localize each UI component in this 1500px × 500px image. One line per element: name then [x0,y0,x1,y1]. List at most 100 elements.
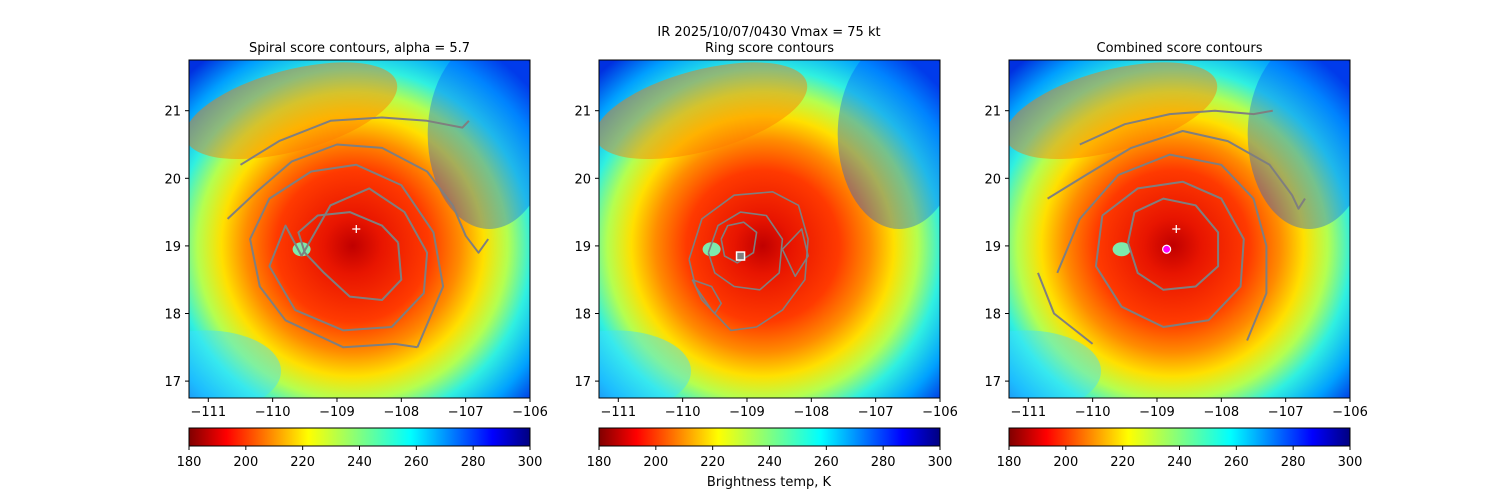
y-tick-label: 21 [984,105,1001,120]
panel-title: Spiral score contours, alpha = 5.7 [249,41,470,56]
colorbar-tick-label: 220 [290,455,315,470]
x-tick-label: −109 [729,405,765,420]
y-tick-label: 18 [574,308,591,323]
contour-line [1037,272,1094,345]
contour-line [1127,197,1220,291]
contour-line [781,228,809,278]
x-tick-label: −107 [1268,405,1304,420]
warm-band [599,62,808,159]
x-tick-label: −111 [190,405,226,420]
colorbar-tick-label: 300 [1338,455,1363,470]
contour-line [297,211,403,301]
y-tick-label: 17 [164,375,181,390]
center-plus-marker [1172,225,1181,233]
x-tick-label: −106 [1332,405,1368,420]
combined-center-circle-marker [1162,244,1172,254]
x-tick-label: −107 [858,405,894,420]
warm-band [1009,62,1218,159]
x-tick-label: −106 [922,405,958,420]
colorbar-tick-label: 200 [233,455,258,470]
panel-title: Combined score contours [1097,41,1263,56]
cold-region [1009,330,1102,398]
x-tick-label: −108 [383,405,419,420]
axes-frame [1008,59,1351,399]
x-tick-label: −107 [448,405,484,420]
colorbar-tick-label: 280 [1281,455,1306,470]
x-tick-label: −109 [1139,405,1175,420]
colorbar [188,427,531,447]
contour-line [691,278,722,315]
y-tick-label: 19 [574,240,591,255]
y-tick-label: 18 [984,308,1001,323]
colorbar-tick-label: 220 [700,455,725,470]
contour-line [226,143,490,254]
x-tick-label: −106 [512,405,548,420]
x-tick-label: −111 [1010,405,1046,420]
cold-region [837,60,940,229]
y-tick-label: 21 [574,105,591,120]
colorbar [1008,427,1351,447]
x-tick-label: −108 [793,405,829,420]
contour-line [720,221,758,264]
colorbar-tick-label: 300 [518,455,543,470]
y-tick-label: 20 [984,172,1001,187]
contour-line [239,116,470,166]
spiral-score-panel: Spiral score contours, alpha = 5.7 −111 −1… [164,41,548,470]
colorbar-tick-label: 240 [757,455,782,470]
colorbar-label: Brightness temp, K [707,475,832,490]
x-tick-label: −111 [600,405,636,420]
figure-suptitle: IR 2025/10/07/0430 Vmax = 75 kt [657,25,880,40]
storm-eye [702,242,721,257]
warm-band [189,62,398,159]
colorbar-tick-label: 280 [871,455,896,470]
x-tick-label: −108 [1203,405,1239,420]
colorbar-tick-label: 180 [587,455,612,470]
center-plus-marker [352,225,361,233]
storm-eye [1112,242,1131,257]
colorbar-tick-label: 240 [347,455,372,470]
contour-line [1079,109,1273,146]
brightness-field [599,60,940,398]
ir-image [189,60,530,398]
contour-line [249,163,445,349]
ir-image [599,60,940,398]
colorbar [598,427,941,447]
colorbar-tick-label: 260 [404,455,429,470]
colorbar-tick-label: 300 [928,455,953,470]
y-tick-label: 17 [574,375,591,390]
x-tick-label: −110 [255,405,291,420]
colorbar-tick-label: 200 [643,455,668,470]
colorbar-tick-label: 260 [814,455,839,470]
cold-region [189,330,282,398]
y-tick-label: 20 [164,172,181,187]
y-tick-label: 19 [984,240,1001,255]
contour-line [707,211,784,291]
axes-frame [188,59,531,399]
ring-center-square-marker [735,251,746,261]
colorbar-tick-label: 220 [1110,455,1135,470]
colorbar-tick-label: 200 [1053,455,1078,470]
cold-region [599,330,692,398]
ir-image [1009,60,1350,398]
y-tick-label: 19 [164,240,181,255]
colorbar-tick-label: 180 [177,455,202,470]
panel-title: Ring score contours [705,41,834,56]
y-tick-label: 18 [164,308,181,323]
ring-score-panel: Ring score contours −111 −110 −109 −108 −107 −… [574,41,958,470]
colorbar-tick-label: 260 [1224,455,1249,470]
cold-region [427,60,530,229]
y-tick-label: 20 [574,172,591,187]
y-tick-label: 21 [164,105,181,120]
x-tick-label: −110 [665,405,701,420]
colorbar-tick-label: 280 [461,455,486,470]
axes-frame [598,59,941,399]
contour-line [1047,130,1306,210]
contour-line [268,187,429,332]
colorbar-tick-label: 240 [1167,455,1192,470]
combined-score-panel: Combined score contours −111 −110 −109 −108 −… [984,41,1368,470]
y-tick-label: 17 [984,375,1001,390]
x-tick-label: −110 [1075,405,1111,420]
contour-line [1056,153,1268,341]
cold-region [1247,60,1350,229]
